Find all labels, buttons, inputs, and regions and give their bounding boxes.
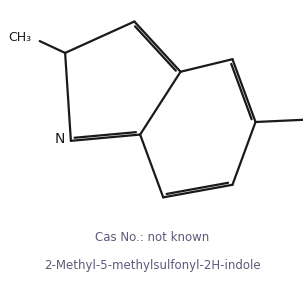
Text: Cas No.: not known: Cas No.: not known bbox=[95, 231, 210, 244]
Text: O: O bbox=[304, 51, 305, 65]
Text: CH₃: CH₃ bbox=[8, 31, 31, 44]
Text: N: N bbox=[55, 132, 65, 146]
Text: 2-Methyl-5-methylsulfonyl-2H-indole: 2-Methyl-5-methylsulfonyl-2H-indole bbox=[44, 259, 261, 272]
Text: O: O bbox=[304, 174, 305, 188]
